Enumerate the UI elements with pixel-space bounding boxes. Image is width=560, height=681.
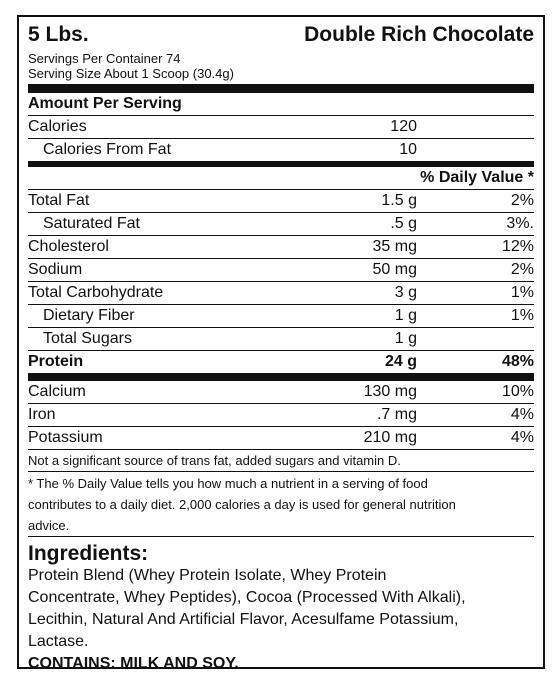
nutrient-label: Sodium (28, 261, 83, 278)
mineral-amount: .7 mg (376, 406, 417, 423)
nutrient-label: Dietary Fiber (43, 307, 135, 324)
nutrient-amount: 50 mg (372, 261, 417, 278)
nutrient-amount: 1 g (394, 330, 417, 347)
container-size: 5 Lbs. (28, 23, 89, 46)
calories-value: 120 (390, 118, 417, 135)
nutrient-label: Cholesterol (28, 238, 109, 255)
label-header: 5 Lbs. Double Rich Chocolate (28, 23, 534, 51)
nutrient-row-protein: Protein 24 g 48% (28, 351, 534, 373)
nutrient-label: Total Carbohydrate (28, 284, 164, 301)
divider-thick (28, 373, 534, 381)
flavor-name: Double Rich Chocolate (304, 23, 534, 46)
nutrient-row-saturated-fat: Saturated Fat .5 g 3%. (28, 213, 534, 236)
nutrient-row-dietary-fiber: Dietary Fiber 1 g 1% (28, 305, 534, 328)
amount-per-serving-heading: Amount Per Serving (28, 93, 534, 116)
nutrient-row-sodium: Sodium 50 mg 2% (28, 259, 534, 282)
divider-thick (28, 84, 534, 93)
divider-medium (28, 161, 534, 167)
ingredients-line: Lecithin, Natural And Artificial Flavor,… (28, 611, 459, 628)
serving-size: Serving Size About 1 Scoop (30.4g) (28, 66, 234, 81)
ingredients-line: Concentrate, Whey Peptides), Cocoa (Proc… (28, 589, 466, 606)
footnote-line: * The % Daily Value tells you how much a… (28, 476, 428, 491)
nutrient-dv: 2% (510, 261, 534, 278)
calories-label: Calories (28, 118, 87, 135)
ingredients-line: Lactase. (28, 633, 89, 650)
not-significant-note: Not a significant source of trans fat, a… (28, 450, 534, 472)
mineral-dv: 10% (501, 383, 534, 400)
nutrient-label: Total Fat (28, 192, 90, 209)
daily-value-footnote: * The % Daily Value tells you how much a… (28, 472, 534, 536)
mineral-amount: 210 mg (363, 429, 417, 446)
footnote-line: advice. (28, 518, 70, 533)
nutrient-row-total-fat: Total Fat 1.5 g 2% (28, 190, 534, 213)
servings-per-container: Servings Per Container 74 (28, 51, 181, 66)
mineral-label: Iron (28, 406, 56, 423)
nutrient-amount: 1 g (394, 307, 417, 324)
nutrient-row-total-sugars: Total Sugars 1 g (28, 328, 534, 351)
ingredients-list: Protein Blend (Whey Protein Isolate, Whe… (28, 565, 534, 653)
nutrient-row-cholesterol: Cholesterol 35 mg 12% (28, 236, 534, 259)
mineral-dv: 4% (510, 429, 534, 446)
calories-from-fat-row: Calories From Fat 10 (28, 139, 534, 161)
mineral-label: Potassium (28, 429, 103, 446)
nutrient-label: Saturated Fat (43, 215, 140, 232)
nutrient-label: Protein (28, 353, 84, 370)
nutrient-dv: 48% (501, 353, 534, 370)
mineral-dv: 4% (510, 406, 534, 423)
mineral-label: Calcium (28, 383, 86, 400)
nutrient-dv: 2% (510, 192, 534, 209)
calories-row: Calories 120 (28, 116, 534, 139)
mineral-row-iron: Iron .7 mg 4% (28, 404, 534, 427)
mineral-amount: 130 mg (363, 383, 417, 400)
nutrient-amount: 35 mg (372, 238, 417, 255)
mineral-row-calcium: Calcium 130 mg 10% (28, 381, 534, 404)
nutrient-amount: .5 g (390, 215, 417, 232)
ingredients-title: Ingredients: (28, 542, 149, 565)
nutrient-amount: 3 g (394, 284, 417, 301)
calories-from-fat-label: Calories From Fat (43, 141, 172, 158)
allergen-statement: CONTAINS: MILK AND SOY. (28, 655, 239, 672)
nutrient-label: Total Sugars (43, 330, 132, 347)
divider (28, 536, 534, 537)
ingredients-line: Protein Blend (Whey Protein Isolate, Whe… (28, 567, 387, 584)
nutrient-dv: 1% (510, 307, 534, 324)
nutrient-row-total-carbohydrate: Total Carbohydrate 3 g 1% (28, 282, 534, 305)
nutrient-amount: 1.5 g (381, 192, 417, 209)
calories-from-fat-value: 10 (399, 141, 417, 158)
nutrient-dv: 1% (510, 284, 534, 301)
nutrition-facts-panel: 5 Lbs. Double Rich Chocolate Servings Pe… (17, 15, 545, 672)
mineral-row-potassium: Potassium 210 mg 4% (28, 427, 534, 450)
nutrient-dv: 3%. (506, 215, 534, 232)
footnote-line: contributes to a daily diet. 2,000 calor… (28, 497, 456, 512)
nutrient-dv: 12% (501, 238, 534, 255)
nutrient-amount: 24 g (384, 353, 417, 370)
daily-value-header: % Daily Value * (28, 167, 534, 190)
